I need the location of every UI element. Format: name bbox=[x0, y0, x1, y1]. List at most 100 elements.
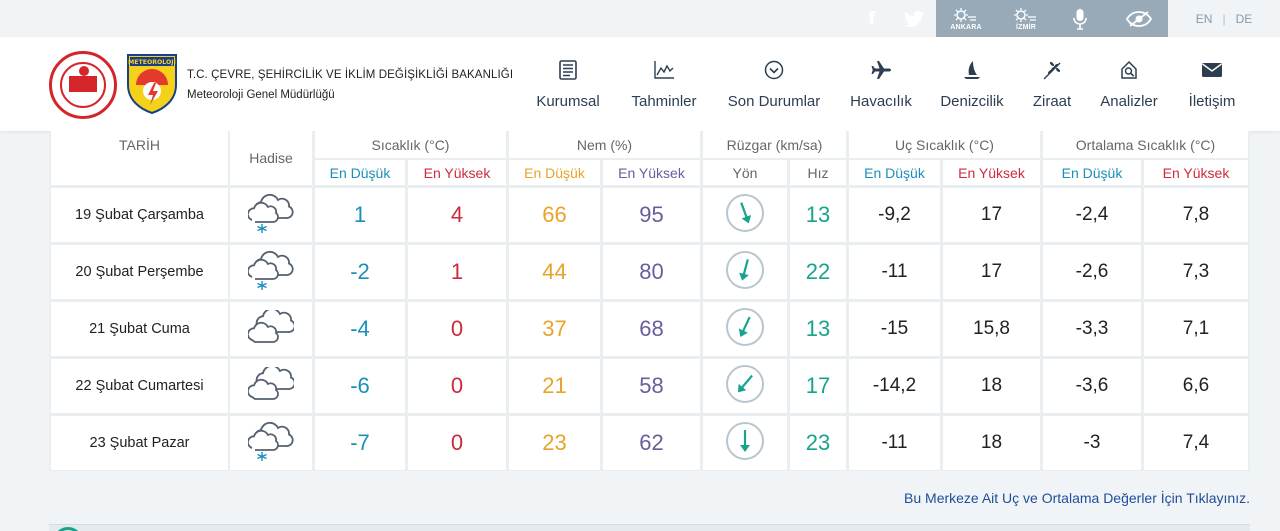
date-cell: 19 Şubat Çarşamba bbox=[51, 188, 228, 242]
extreme-max-cell: 15,8 bbox=[943, 302, 1040, 356]
wind-direction-arrow-icon bbox=[725, 193, 765, 238]
chevron-circle-icon bbox=[764, 59, 784, 81]
subheader-humidity-max: En Yüksek bbox=[603, 160, 700, 185]
humidity-min-cell: 44 bbox=[509, 245, 600, 299]
temp-min-cell: -7 bbox=[315, 416, 405, 470]
humidity-min-cell: 21 bbox=[509, 359, 600, 413]
ankara-label: ANKARA bbox=[950, 23, 982, 31]
subheader-extreme-max: En Yüksek bbox=[943, 160, 1040, 185]
ministry-logo[interactable] bbox=[49, 51, 117, 119]
weather-icon-cell bbox=[230, 302, 312, 356]
average-max-cell: 7,4 bbox=[1144, 416, 1248, 470]
subheader-extreme-min: En Düşük bbox=[849, 160, 940, 185]
nav-son-durumlar[interactable]: Son Durumlar bbox=[724, 37, 824, 131]
header-event: Hadise bbox=[230, 131, 312, 185]
extreme-max-cell: 17 bbox=[943, 245, 1040, 299]
wind-direction-arrow-icon bbox=[725, 421, 765, 466]
temp-min-cell: -4 bbox=[315, 302, 405, 356]
extreme-min-cell: -9,2 bbox=[849, 188, 940, 242]
nav-iletisim[interactable]: İletişim bbox=[1184, 37, 1240, 131]
facebook-icon[interactable]: f bbox=[868, 8, 876, 29]
header-date: TARİH bbox=[51, 131, 228, 185]
lang-de-link[interactable]: DE bbox=[1235, 11, 1253, 26]
site-header: METEOROLOJİ T.C. ÇEVRE, ŞEHİRCİLİK VE İK… bbox=[0, 37, 1280, 131]
subheader-temp-min: En Düşük bbox=[315, 160, 405, 185]
average-max-cell: 6,6 bbox=[1144, 359, 1248, 413]
temp-min-cell: 1 bbox=[315, 188, 405, 242]
weather-icon-cell bbox=[230, 188, 312, 242]
center-records-link[interactable]: Bu Merkeze Ait Uç ve Ortalama Değerler İ… bbox=[904, 490, 1250, 506]
wind-speed-cell: 13 bbox=[790, 302, 846, 356]
humidity-min-cell: 66 bbox=[509, 188, 600, 242]
date-cell: 22 Şubat Cumartesi bbox=[51, 359, 228, 413]
humidity-max-cell: 68 bbox=[603, 302, 700, 356]
nav-label: Analizler bbox=[1100, 93, 1158, 110]
microphone-icon[interactable] bbox=[1064, 0, 1096, 37]
subheader-wind-speed: Hız bbox=[790, 160, 846, 185]
twitter-icon[interactable] bbox=[894, 0, 934, 37]
header-average-temperature: Ortalama Sıcaklık (°C) bbox=[1043, 131, 1248, 158]
nav-denizcilik[interactable]: Denizcilik bbox=[936, 37, 1008, 131]
cloudy-icon bbox=[246, 364, 296, 406]
nav-analizler[interactable]: Analizler bbox=[1096, 37, 1162, 131]
average-min-cell: -3 bbox=[1043, 416, 1141, 470]
analysis-icon bbox=[1119, 59, 1139, 81]
extreme-max-cell: 18 bbox=[943, 359, 1040, 413]
date-cell: 20 Şubat Perşembe bbox=[51, 245, 228, 299]
subheader-humidity-min: En Düşük bbox=[509, 160, 600, 185]
envelope-icon bbox=[1201, 59, 1223, 81]
weather-icon-cell bbox=[230, 416, 312, 470]
average-min-cell: -2,4 bbox=[1043, 188, 1141, 242]
nav-tahminler[interactable]: Tahminler bbox=[626, 37, 702, 131]
wind-direction-arrow-icon bbox=[725, 364, 765, 409]
accessibility-eye-icon[interactable] bbox=[1121, 0, 1157, 37]
forecast-table: TARİH Hadise Sıcaklık (°C) Nem (%) Rüzga… bbox=[49, 131, 1250, 471]
subheader-temp-max: En Yüksek bbox=[408, 160, 506, 185]
nav-label: Kurumsal bbox=[536, 93, 600, 110]
humidity-min-cell: 23 bbox=[509, 416, 600, 470]
temp-max-cell: 0 bbox=[408, 416, 506, 470]
subheader-wind-direction: Yön bbox=[703, 160, 787, 185]
izmir-label: İZMİR bbox=[1015, 23, 1037, 31]
nav-havacilik[interactable]: Havacılık bbox=[848, 37, 914, 131]
wind-direction-cell bbox=[703, 188, 787, 242]
top-bar: f ANKARA İZMİR EN | DE bbox=[0, 0, 1280, 37]
wind-direction-cell bbox=[703, 359, 787, 413]
wind-speed-cell: 23 bbox=[790, 416, 846, 470]
wind-direction-cell bbox=[703, 302, 787, 356]
header-humidity: Nem (%) bbox=[509, 131, 700, 158]
wind-direction-cell bbox=[703, 245, 787, 299]
lang-separator: | bbox=[1222, 11, 1226, 26]
average-max-cell: 7,1 bbox=[1144, 302, 1248, 356]
average-min-cell: -3,3 bbox=[1043, 302, 1141, 356]
nav-label: Son Durumlar bbox=[727, 93, 821, 110]
humidity-max-cell: 62 bbox=[603, 416, 700, 470]
izmir-weather-icon[interactable]: İZMİR bbox=[1006, 0, 1046, 37]
snow-cloud-icon bbox=[246, 192, 294, 239]
svg-text:METEOROLOJİ: METEOROLOJİ bbox=[128, 57, 176, 66]
nav-label: Ziraat bbox=[1032, 93, 1072, 110]
nav-ziraat[interactable]: Ziraat bbox=[1028, 37, 1076, 131]
organization-title[interactable]: T.C. ÇEVRE, ŞEHİRCİLİK VE İKLİM DEĞİŞİKL… bbox=[187, 69, 513, 101]
wind-speed-cell: 13 bbox=[790, 188, 846, 242]
lang-en-link[interactable]: EN bbox=[1195, 11, 1213, 26]
temp-min-cell: -2 bbox=[315, 245, 405, 299]
extreme-min-cell: -14,2 bbox=[849, 359, 940, 413]
ankara-weather-icon[interactable]: ANKARA bbox=[946, 0, 986, 37]
toolbox: ANKARA İZMİR bbox=[936, 0, 1168, 37]
document-icon bbox=[559, 59, 577, 81]
nav-kurumsal[interactable]: Kurumsal bbox=[532, 37, 604, 131]
average-min-cell: -2,6 bbox=[1043, 245, 1141, 299]
sail-icon bbox=[961, 59, 983, 81]
weather-icon-cell bbox=[230, 359, 312, 413]
wheat-icon bbox=[1042, 59, 1062, 81]
temp-max-cell: 0 bbox=[408, 302, 506, 356]
meteoroloji-logo[interactable]: METEOROLOJİ bbox=[126, 53, 178, 115]
snow-cloud-icon bbox=[246, 249, 294, 296]
subheader-average-max: En Yüksek bbox=[1144, 160, 1248, 185]
nav-label: Tahminler bbox=[631, 93, 697, 110]
header-wind: Rüzgar (km/sa) bbox=[703, 131, 846, 158]
humidity-max-cell: 80 bbox=[603, 245, 700, 299]
average-max-cell: 7,3 bbox=[1144, 245, 1248, 299]
extreme-min-cell: -11 bbox=[849, 245, 940, 299]
